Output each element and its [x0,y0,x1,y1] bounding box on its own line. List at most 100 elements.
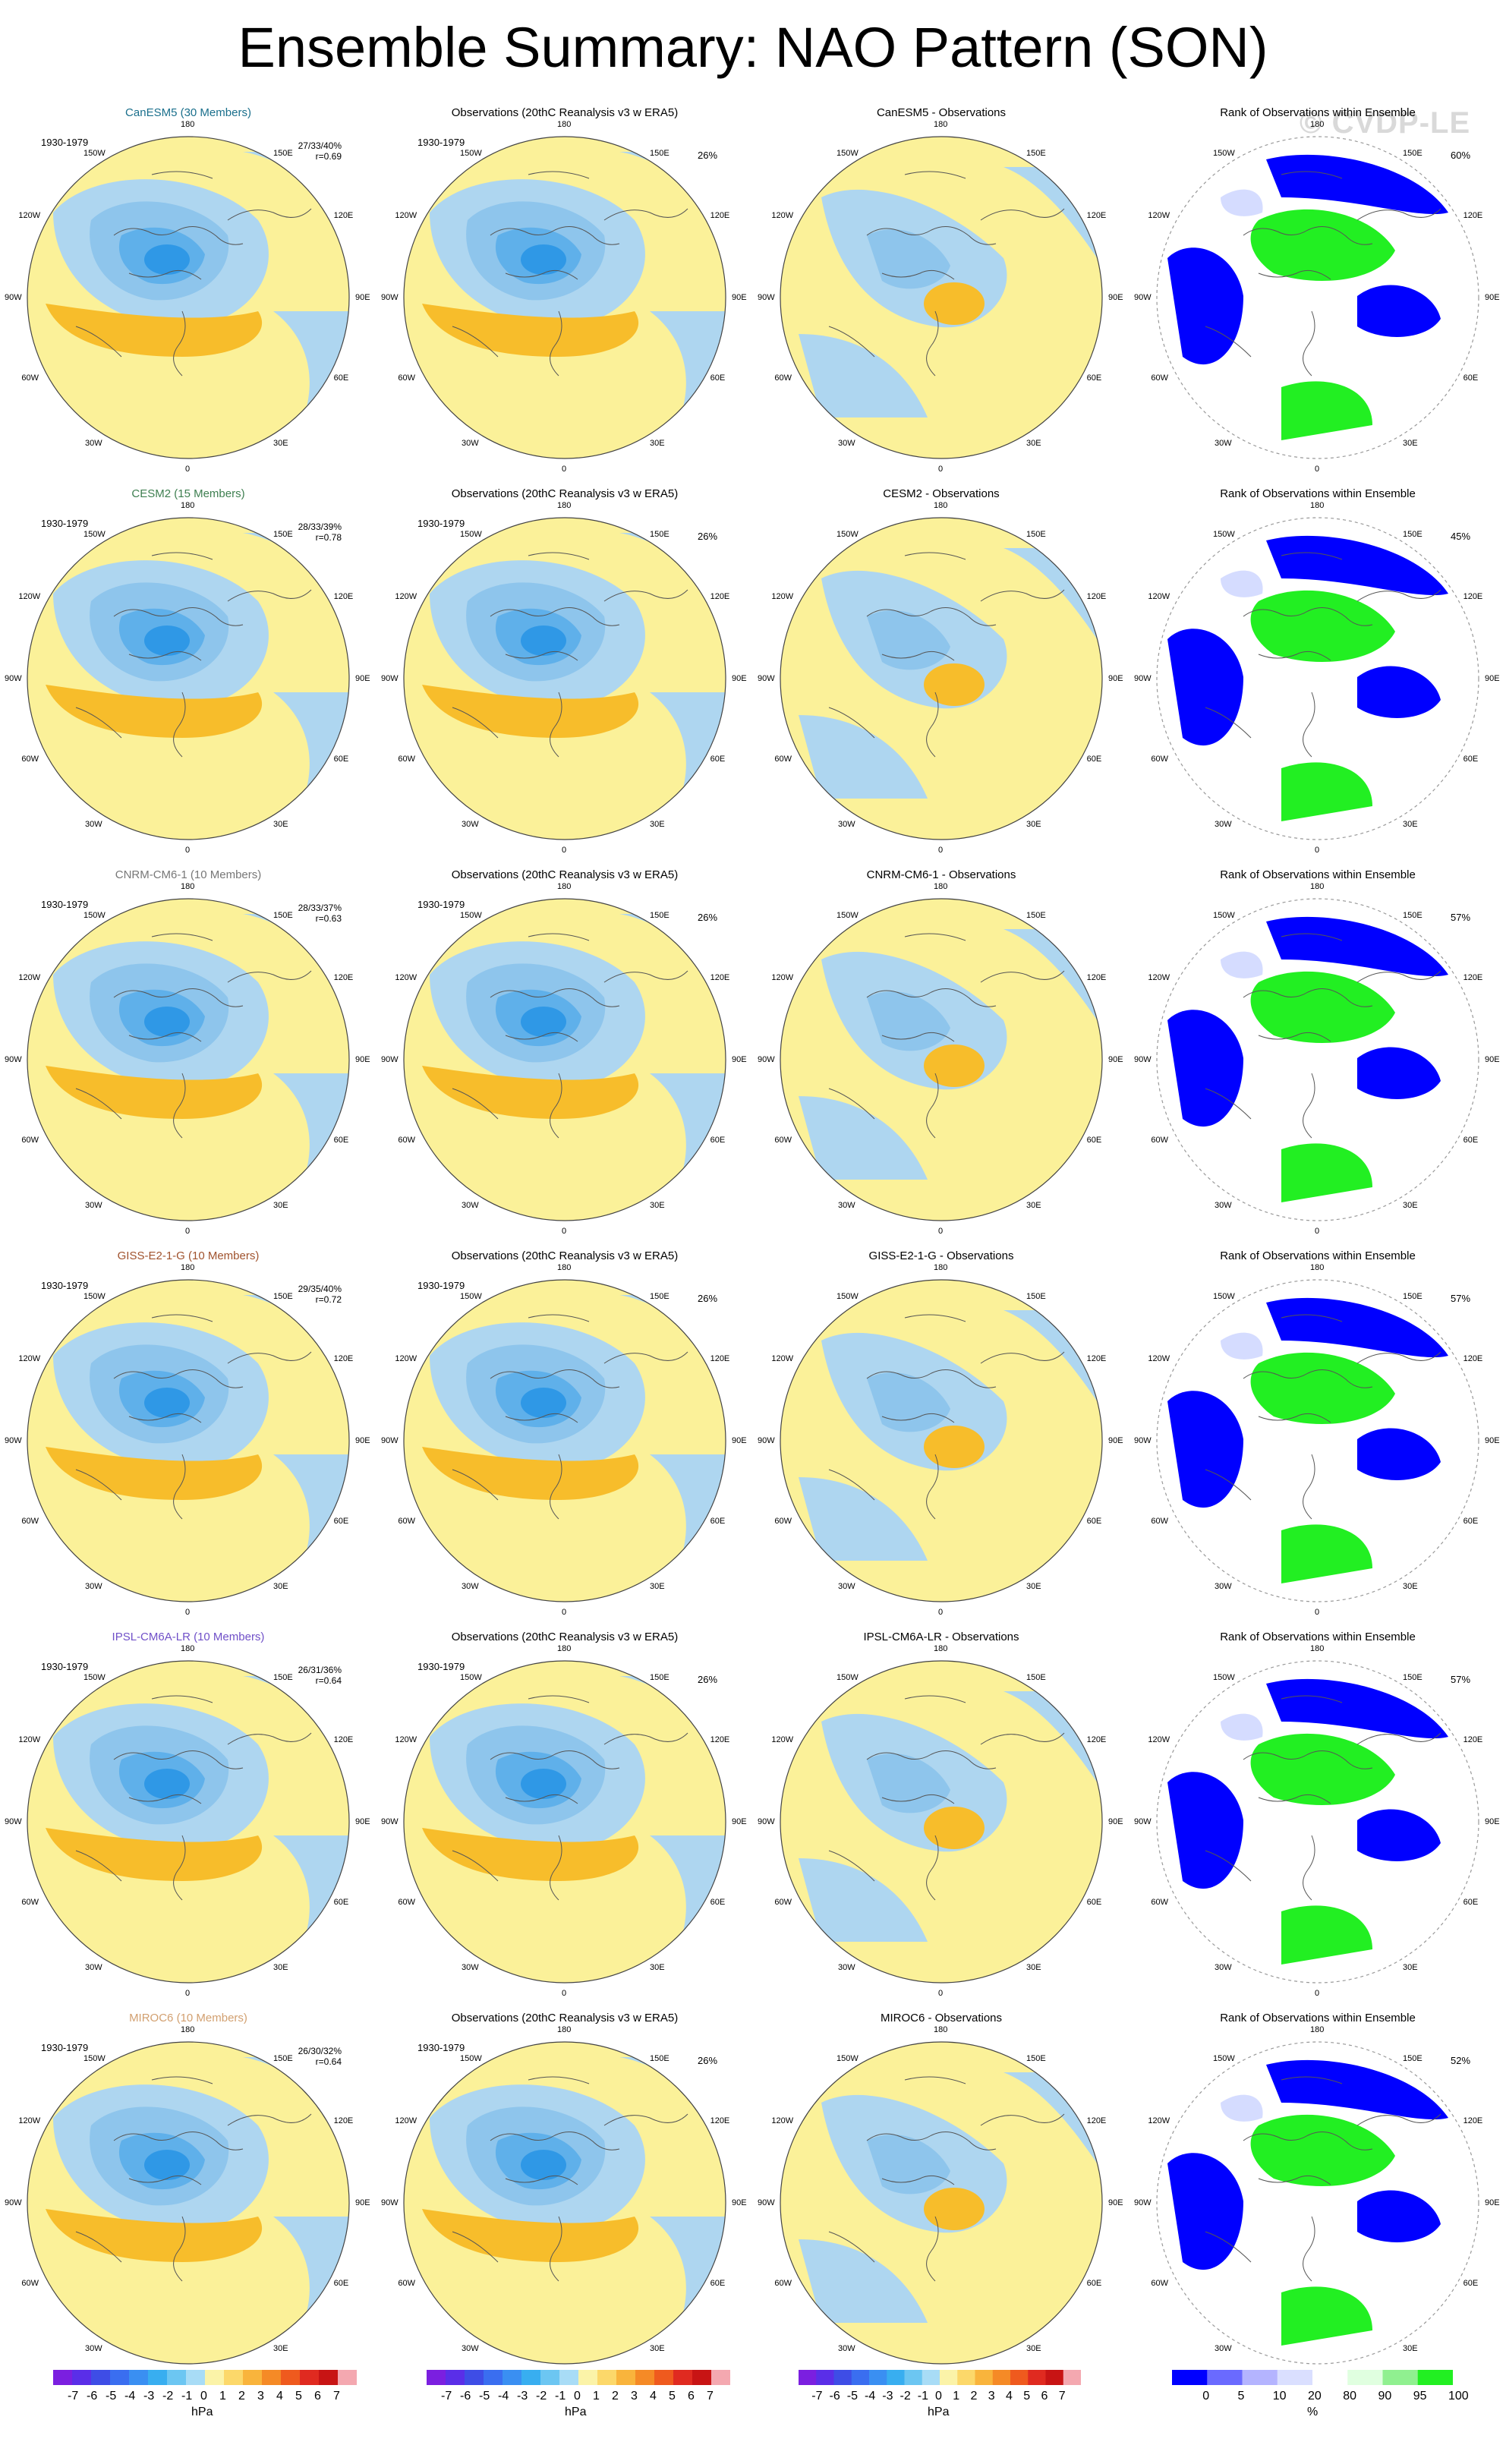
colorbar-swatch [1010,2370,1029,2385]
lon-label-30e: 30E [1026,819,1041,829]
lon-label-90w: 90W [758,293,775,302]
colorbar-tick: 0 [1202,2390,1210,2403]
diff-panel-title: CanESM5 - Observations [876,106,1007,119]
lon-label-90e: 90E [1108,1436,1123,1445]
lon-label-120e: 120E [1463,1735,1483,1744]
model-period: 1930-1979 [41,1661,89,1672]
lon-label-90w: 90W [381,1817,399,1826]
lon-label-90w: 90W [1134,2198,1152,2207]
colorbar-tick: 7 [333,2390,340,2403]
coastline [1205,933,1441,1139]
lon-label-120e: 120E [333,1354,354,1363]
low-rank-region [1357,1809,1441,1861]
obs-panel-title: Observations (20thC Reanalysis v3 w ERA5… [451,1249,679,1262]
rank-percent: 57% [1451,1674,1471,1685]
model-polar-map [27,1279,350,1602]
colorbar-swatch [1417,2370,1454,2385]
lon-label-60e: 60E [1463,2279,1479,2288]
lon-label-30w: 30W [838,819,855,829]
lon-label-30e: 30E [273,438,288,448]
lon-label-120e: 120E [1086,1735,1107,1744]
colorbar-swatch [692,2370,712,2385]
model-panel: CNRM-CM6-1 (10 Members) 1930-1979 28/33/37… [0,846,376,1236]
coastline [75,1314,312,1520]
positive-anomaly-band [46,1066,263,1119]
lon-label-90w: 90W [758,1055,775,1064]
colorbar-tick: -6 [87,2390,98,2403]
coastline [75,1695,312,1901]
rank-panel: Rank of Observations within Ensemble 57% 1… [1130,846,1506,1236]
lon-label-60w: 60W [1151,2279,1169,2288]
lon-label-top: 180 [1310,2025,1325,2034]
lon-label-150w: 150W [836,1673,859,1683]
lon-label-120e: 120E [333,1735,354,1744]
coastline [452,552,688,758]
colorbar-swatch [1312,2370,1348,2385]
map-boundary [1156,898,1479,1221]
negative-anomaly-core [867,610,950,670]
model-stats: 28/33/37% r=0.63 [288,903,342,924]
lon-label-150w: 150W [1213,530,1235,540]
lon-label-90e: 90E [732,674,747,683]
positive-anomaly-band [422,304,639,357]
negative-anomaly-core [867,1372,950,1432]
diff-polar-map [780,898,1103,1221]
lon-label-bottom: 0 [938,846,944,855]
map-boundary [1156,136,1479,459]
negative-anomaly-max [521,1769,566,1799]
lon-label-120e: 120E [710,2116,730,2125]
model-polar-map [27,1660,350,1983]
lon-label-60e: 60E [1463,1136,1479,1145]
rank-polar-map [1156,2041,1479,2365]
lon-label-30e: 30E [650,1581,665,1591]
colorbar-swatch [72,2370,92,2385]
model-panel: CESM2 (15 Members) 1930-1979 28/33/39% r=0.… [0,465,376,855]
colorbar-model-swatches [53,2370,358,2385]
lon-label-90e: 90E [355,1817,370,1826]
positive-anomaly-core [924,663,985,706]
lon-label-150e: 150E [273,530,293,540]
lon-label-30e: 30E [273,819,288,829]
lon-label-120w: 120W [18,592,41,601]
lon-label-top: 180 [934,120,948,129]
lon-label-120w: 120W [771,1354,794,1363]
lon-label-30w: 30W [838,2343,855,2353]
model-pattern-correlation: r=0.63 [315,913,342,924]
positive-anomaly-core [924,282,985,325]
lon-label-150e: 150E [1026,1673,1046,1683]
lon-label-30e: 30E [1026,1581,1041,1591]
lon-label-top: 180 [934,1263,948,1272]
model-pattern-correlation: r=0.64 [315,1675,342,1686]
obs-period: 1930-1979 [417,518,465,529]
lon-label-60e: 60E [710,1898,726,1907]
lon-label-30e: 30E [1403,1962,1418,1972]
colorbar-diff-swatches [799,2370,1082,2385]
colorbar-tick: 4 [650,2390,657,2403]
colorbar-tick: -7 [811,2390,823,2403]
diff-panel: CESM2 - Observations 180 0 150W 150E 120W 120E… [753,465,1130,855]
lon-label-150e: 150E [1026,149,1046,159]
lon-label-120e: 120E [1086,2116,1107,2125]
lon-label-90w: 90W [381,674,399,683]
high-rank-region [1250,1352,1395,1424]
diff-panel-title: CNRM-CM6-1 - Observations [866,868,1016,881]
colorbar-swatch [887,2370,905,2385]
lon-label-90e: 90E [1485,1817,1500,1826]
lon-label-top: 180 [557,501,572,510]
lon-label-120w: 120W [771,2116,794,2125]
lon-label-60e: 60E [1463,373,1479,383]
lon-label-30e: 30E [650,1962,665,1972]
negative-anomaly-max [521,625,566,656]
rank-panel-title: Rank of Observations within Ensemble [1220,106,1416,119]
colorbar-swatch [503,2370,522,2385]
lon-label-150e: 150E [273,1292,293,1302]
positive-anomaly-band [46,1447,263,1500]
coastline [75,2076,312,2282]
lon-label-90e: 90E [732,1055,747,1064]
obs-percent: 26% [698,1674,718,1685]
rank-polar-map [1156,517,1479,840]
model-panel-title: GISS-E2-1-G (10 Members) [117,1249,260,1262]
lon-label-bottom: 0 [185,1227,191,1236]
model-pattern-correlation: r=0.72 [315,1294,342,1305]
colorbar-tick: -7 [68,2390,79,2403]
